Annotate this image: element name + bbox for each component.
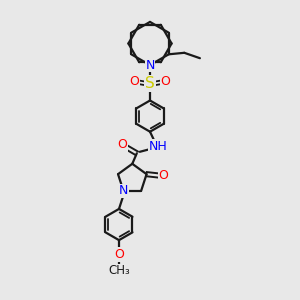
Text: CH₃: CH₃ — [108, 264, 130, 277]
Text: N: N — [145, 58, 155, 72]
Text: N: N — [119, 184, 128, 197]
Text: O: O — [118, 138, 127, 151]
Text: O: O — [161, 75, 170, 88]
Text: NH: NH — [149, 140, 168, 153]
Text: O: O — [159, 169, 169, 182]
Text: O: O — [114, 248, 124, 261]
Text: S: S — [145, 76, 155, 91]
Text: O: O — [130, 75, 139, 88]
